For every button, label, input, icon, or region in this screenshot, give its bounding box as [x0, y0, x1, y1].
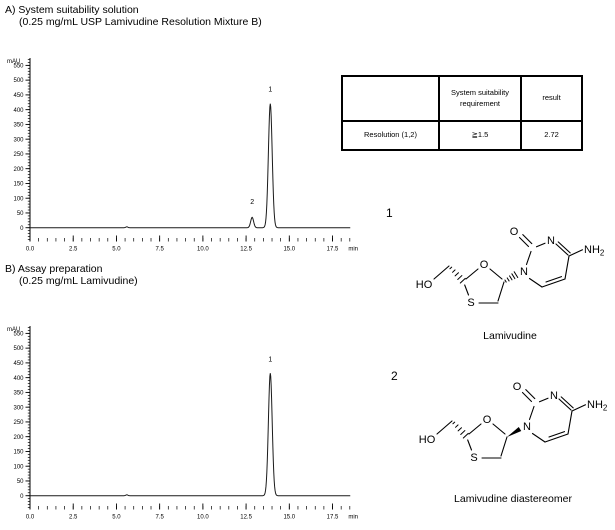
x-tick-label: 7.5 — [155, 247, 164, 253]
x-tick-label: 2.5 — [69, 247, 78, 253]
y-tick-label: 500 — [13, 78, 24, 84]
structure-1-number: 1 — [386, 206, 393, 220]
atom-ring-sulfur: S — [467, 297, 474, 309]
y-tick-label: 0 — [20, 494, 24, 500]
y-tick-label: 150 — [13, 450, 24, 456]
atom-ring-sulfur: S — [470, 452, 477, 464]
atom-hydroxyl: HO — [419, 434, 436, 446]
y-tick-label: 550 — [13, 331, 24, 337]
structure-2-number: 2 — [391, 369, 398, 383]
section-b-subtitle: (0.25 mg/mL Lamivudine) — [19, 275, 138, 287]
y-axis-unit: mAU — [7, 327, 20, 333]
atom-amine: NH2 — [584, 244, 605, 258]
x-tick-label: 10.0 — [197, 247, 209, 253]
x-tick-label: 12.5 — [240, 515, 252, 521]
atom-n1: N — [520, 266, 528, 278]
section-a-title: A) System suitability solution — [5, 4, 139, 16]
table-header-result: result — [520, 75, 583, 122]
y-tick-label: 400 — [13, 108, 24, 114]
peak-label: 1 — [268, 86, 272, 93]
atom-carbonyl-oxygen: O — [513, 381, 522, 393]
y-tick-label: 450 — [13, 361, 24, 367]
signal-trace — [30, 103, 351, 229]
y-tick-label: 200 — [13, 167, 24, 173]
y-tick-label: 300 — [13, 405, 24, 411]
y-tick-label: 500 — [13, 346, 24, 352]
table-row: Resolution (1,2) ≧1.5 2.72 — [341, 120, 583, 151]
x-axis-unit: min — [348, 247, 358, 253]
x-axis-unit: min — [348, 515, 358, 521]
atom-ring-oxygen: O — [483, 414, 492, 426]
peak-label: 1 — [268, 356, 272, 363]
lamivudine-structure-icon: HO O S N O N NH2 — [416, 226, 605, 309]
atom-n1: N — [523, 421, 531, 433]
y-tick-label: 250 — [13, 420, 24, 426]
atom-hydroxyl: HO — [416, 279, 433, 291]
lamivudine-diastereomer-structure-icon: HO O S N O N NH2 — [419, 381, 608, 464]
table-header-requirement: System suitability requirement — [438, 75, 522, 122]
section-b-title: B) Assay preparation — [5, 263, 103, 275]
section-a-subtitle: (0.25 mg/mL USP Lamivudine Resolution Mi… — [19, 16, 262, 28]
y-tick-label: 0 — [20, 226, 24, 232]
x-tick-label: 5.0 — [112, 247, 121, 253]
x-tick-label: 0.0 — [26, 515, 35, 521]
y-tick-label: 350 — [13, 391, 24, 397]
x-tick-label: 5.0 — [112, 515, 121, 521]
structure-2-caption: Lamivudine diastereomer — [454, 493, 572, 505]
y-tick-label: 50 — [17, 479, 24, 485]
table-header-blank — [341, 75, 440, 122]
system-suitability-table: System suitability requirement result Re… — [341, 75, 583, 151]
structure-1-caption: Lamivudine — [483, 330, 537, 342]
atom-n3: N — [547, 235, 555, 247]
y-axis-unit: mAU — [7, 59, 20, 65]
x-tick-label: 7.5 — [155, 515, 164, 521]
y-tick-label: 100 — [13, 464, 24, 470]
x-tick-label: 15.0 — [283, 515, 295, 521]
x-tick-label: 12.5 — [240, 247, 252, 253]
y-tick-label: 200 — [13, 435, 24, 441]
y-tick-label: 400 — [13, 376, 24, 382]
signal-trace — [30, 373, 351, 497]
cell-parameter: Resolution (1,2) — [341, 120, 440, 151]
atom-n3: N — [550, 390, 558, 402]
peak-label: 2 — [250, 199, 254, 206]
x-tick-label: 2.5 — [69, 515, 78, 521]
atom-ring-oxygen: O — [480, 259, 489, 271]
y-tick-label: 100 — [13, 196, 24, 202]
y-tick-label: 300 — [13, 137, 24, 143]
x-tick-label: 15.0 — [283, 247, 295, 253]
x-tick-label: 17.5 — [327, 515, 339, 521]
atom-amine: NH2 — [587, 399, 608, 413]
x-tick-label: 0.0 — [26, 247, 35, 253]
x-tick-label: 17.5 — [327, 247, 339, 253]
table-header-row: System suitability requirement result — [341, 75, 583, 122]
x-tick-label: 10.0 — [197, 515, 209, 521]
y-tick-label: 250 — [13, 152, 24, 158]
y-tick-label: 350 — [13, 123, 24, 129]
y-tick-label: 450 — [13, 93, 24, 99]
atom-carbonyl-oxygen: O — [510, 226, 519, 238]
y-tick-label: 150 — [13, 182, 24, 188]
cell-requirement: ≧1.5 — [438, 120, 522, 151]
y-tick-label: 50 — [17, 211, 24, 217]
cell-result: 2.72 — [520, 120, 583, 151]
y-tick-label: 550 — [13, 63, 24, 69]
